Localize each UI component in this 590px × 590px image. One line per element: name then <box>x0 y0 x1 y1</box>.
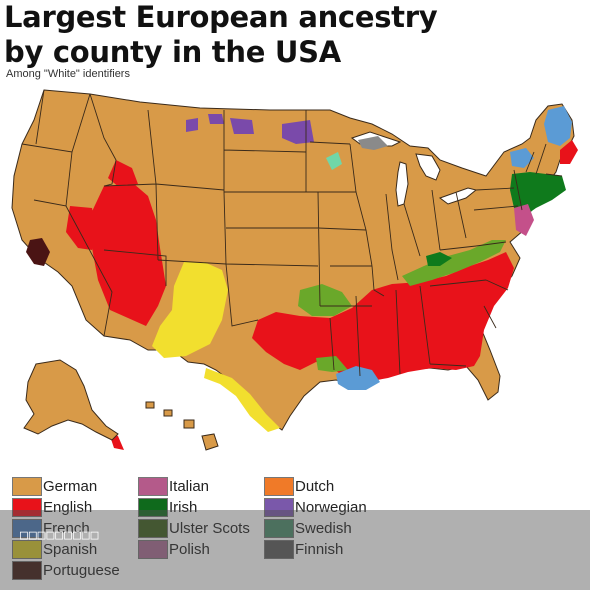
lake-michigan <box>395 161 409 207</box>
legend-item-italian: Italian <box>138 476 209 496</box>
legend-label: Spanish <box>43 540 98 558</box>
region-appalachia-ulster <box>402 240 506 286</box>
legend-item-norwegian: Norwegian <box>264 497 367 517</box>
legend-swatch <box>138 518 168 538</box>
legend-swatch <box>12 518 42 538</box>
region-montana-norwegian <box>208 114 224 124</box>
legend-swatch <box>12 497 42 517</box>
caption-overlay-text: □□□□□□□□□ <box>20 528 100 543</box>
region-maine-french <box>544 106 572 146</box>
legend-swatch <box>12 476 42 496</box>
region-appalachia-irish <box>426 252 452 266</box>
legend-label: Dutch <box>295 477 335 495</box>
region-minnesota-norwegian-2 <box>186 118 198 132</box>
lake-erie <box>438 187 478 205</box>
state-borders-south <box>329 241 509 377</box>
legend-swatch <box>12 539 42 559</box>
region-maine-english <box>560 140 578 164</box>
map-legend: German English French Spanish Portuguese Ital… <box>12 476 582 586</box>
legend-label: English <box>43 498 93 516</box>
hawaii-oahu <box>163 409 173 417</box>
region-texas-spanish <box>204 368 280 432</box>
region-louisiana-french <box>336 366 380 390</box>
region-south-english <box>252 252 514 382</box>
legend-swatch <box>264 539 294 559</box>
legend-item-ulster-scots: Ulster Scots <box>138 518 250 538</box>
legend-item-polish: Polish <box>138 539 210 559</box>
region-new-mexico-spanish <box>152 262 228 358</box>
legend-label: Portuguese <box>43 561 120 579</box>
legend-label: German <box>43 477 98 495</box>
legend-swatch <box>138 497 168 517</box>
legend-item-irish: Irish <box>138 497 197 517</box>
region-vermont-french <box>510 148 534 168</box>
region-michigan-finnish <box>358 136 388 150</box>
region-northeast-italian <box>514 204 534 236</box>
region-northdakota-norwegian <box>230 118 254 134</box>
legend-label: Norwegian <box>295 498 367 516</box>
region-idaho-english <box>108 160 138 188</box>
hawaii-big-island <box>201 433 219 451</box>
legend-swatch <box>264 476 294 496</box>
legend-swatch <box>12 560 42 580</box>
legend-swatch <box>264 518 294 538</box>
map-title: Largest European ancestry by county in t… <box>4 0 438 70</box>
legend-label: Irish <box>169 498 198 516</box>
legend-label: Polish <box>169 540 210 558</box>
lake-huron <box>415 153 441 181</box>
us-county-ancestry-map <box>11 89 578 451</box>
legend-item-portuguese: Portuguese <box>12 560 120 580</box>
legend-label: Finnish <box>295 540 344 558</box>
legend-swatch <box>138 476 168 496</box>
legend-label: Swedish <box>295 519 352 537</box>
legend-item-dutch: Dutch <box>264 476 334 496</box>
legend-label: French <box>43 519 90 537</box>
hawaii-maui <box>183 419 195 429</box>
legend-item-spanish: Spanish <box>12 539 97 559</box>
legend-item-english: English <box>12 497 92 517</box>
map-subtitle: Among "White" identifiers <box>6 68 130 80</box>
legend-item-finnish: Finnish <box>264 539 343 559</box>
title-line-1: Largest European ancestry <box>4 0 438 34</box>
title-line-2: by county in the USA <box>4 35 341 69</box>
region-wisconsin-swedish <box>326 152 342 170</box>
legend-item-swedish: Swedish <box>264 518 352 538</box>
alaska <box>23 359 119 441</box>
region-nevada-english <box>66 206 96 250</box>
legend-item-french: French <box>12 518 90 538</box>
state-borders-central <box>225 141 477 327</box>
region-utah-english <box>88 184 166 326</box>
legend-item-german: German <box>12 476 97 496</box>
region-ozarks-ulster <box>298 284 352 316</box>
region-california-portuguese <box>26 238 50 266</box>
legend-swatch <box>264 497 294 517</box>
legend-label: Italian <box>169 477 210 495</box>
state-borders-west <box>21 89 319 337</box>
legend-label: Ulster Scots <box>169 519 250 537</box>
caption-overlay-bar <box>0 510 590 590</box>
legend-swatch <box>138 539 168 559</box>
region-louisiana-ulster <box>316 356 348 372</box>
hawaii-kauai <box>145 401 155 409</box>
state-borders-northeast <box>473 143 563 211</box>
